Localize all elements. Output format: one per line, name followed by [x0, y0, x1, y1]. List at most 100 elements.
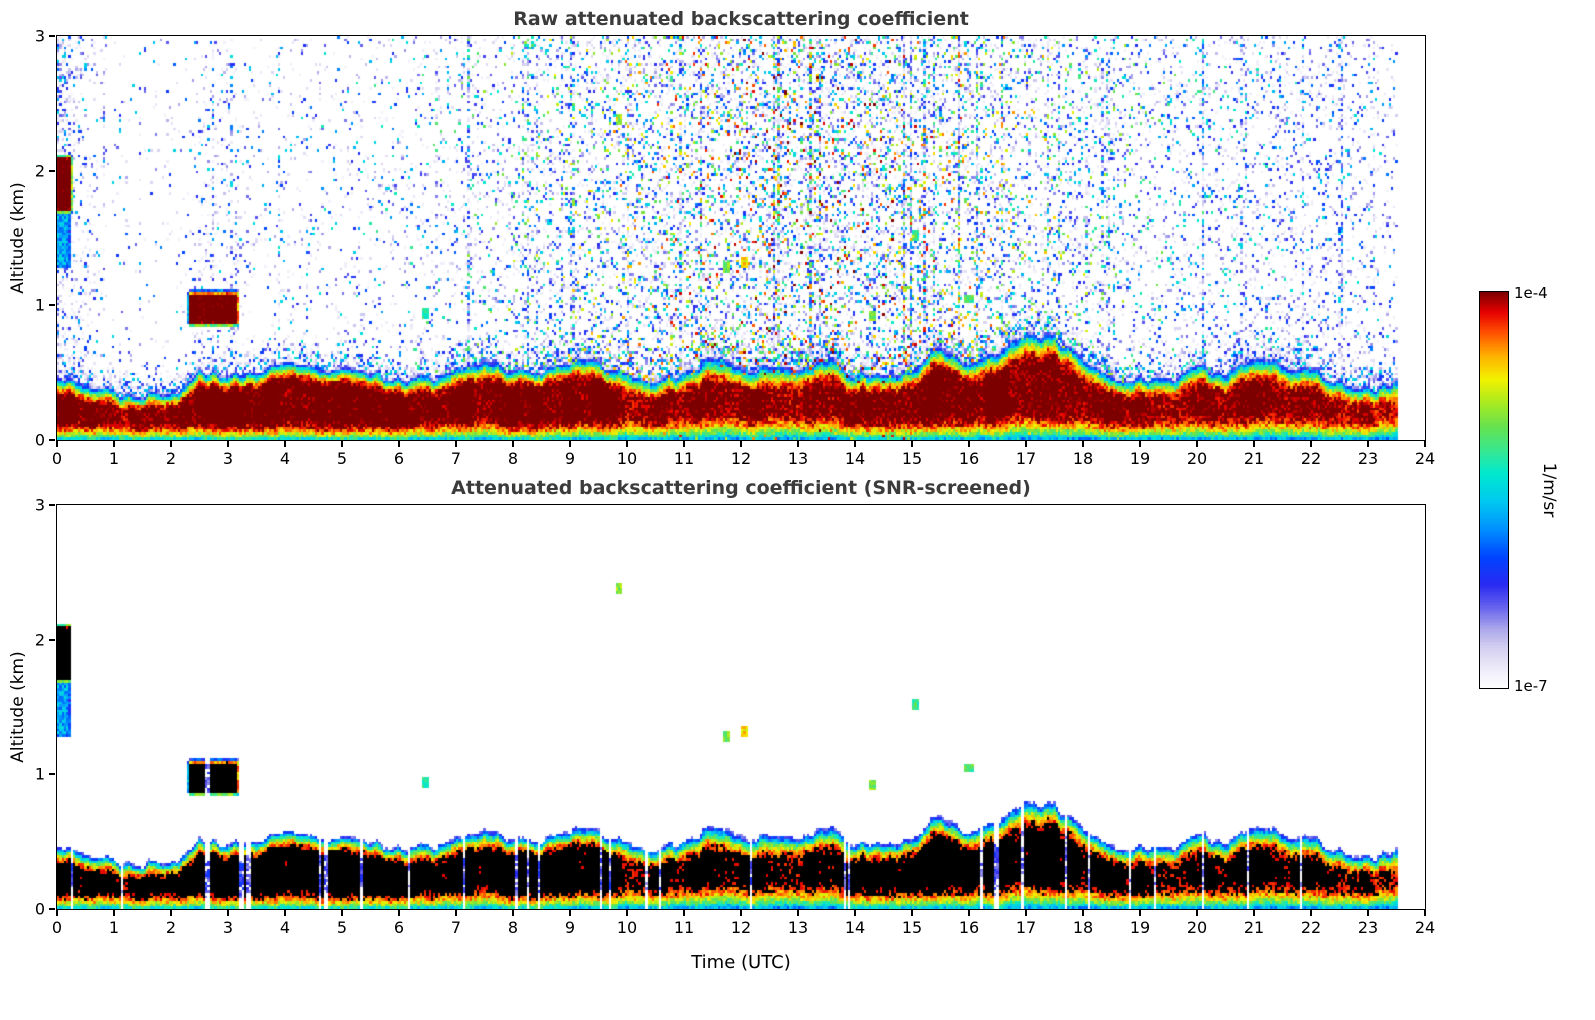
- x-tick-label: 10: [616, 918, 638, 937]
- x-tick-mark: [854, 441, 856, 447]
- y-tick-mark: [49, 773, 55, 776]
- x-tick-mark: [398, 441, 400, 447]
- time-axis-label: Time (UTC): [691, 952, 791, 973]
- x-tick-mark: [683, 441, 685, 447]
- x-tick-mark: [56, 441, 58, 447]
- x-tick-mark: [56, 910, 58, 916]
- y-tick-label: 1: [34, 764, 45, 784]
- x-tick-label: 18: [1072, 449, 1094, 468]
- x-tick-mark: [911, 910, 913, 916]
- x-tick-label: 23: [1357, 449, 1379, 468]
- x-tick-mark: [626, 441, 628, 447]
- x-tick-label: 22: [1300, 449, 1322, 468]
- x-tick-label: 1: [108, 918, 120, 937]
- x-tick-label: 7: [450, 449, 462, 468]
- y-tick-label: 2: [34, 161, 45, 181]
- x-tick-mark: [569, 910, 571, 916]
- x-tick-mark: [740, 910, 742, 916]
- x-tick-mark: [170, 910, 172, 916]
- x-tick-label: 0: [51, 449, 63, 468]
- x-tick-mark: [341, 441, 343, 447]
- x-tick-label: 7: [450, 918, 462, 937]
- y-tick-label: 0: [34, 430, 45, 450]
- y-tick-mark: [49, 908, 55, 910]
- x-tick-label: 24: [1414, 918, 1436, 937]
- screened-panel-plot-area: [56, 504, 1426, 910]
- x-tick-label: 5: [336, 449, 348, 468]
- x-tick-mark: [797, 910, 799, 916]
- x-tick-mark: [968, 441, 970, 447]
- x-tick-mark: [1139, 441, 1141, 447]
- x-tick-mark: [284, 910, 286, 916]
- x-tick-mark: [512, 910, 514, 916]
- x-tick-mark: [1367, 441, 1369, 447]
- raw-heatmap-canvas: [57, 36, 1425, 440]
- y-tick-mark: [49, 504, 55, 506]
- x-tick-label: 24: [1414, 449, 1436, 468]
- x-tick-label: 13: [787, 918, 809, 937]
- x-tick-label: 12: [730, 918, 752, 937]
- x-tick-label: 4: [279, 918, 291, 937]
- x-tick-mark: [1253, 441, 1255, 447]
- x-tick-mark: [512, 441, 514, 447]
- x-tick-label: 9: [564, 918, 576, 937]
- x-tick-label: 13: [787, 449, 809, 468]
- y-tick-label: 3: [34, 495, 45, 515]
- x-tick-mark: [1082, 910, 1084, 916]
- x-tick-mark: [1025, 441, 1027, 447]
- x-tick-mark: [797, 441, 799, 447]
- x-tick-mark: [455, 441, 457, 447]
- x-tick-mark: [1025, 910, 1027, 916]
- x-tick-mark: [398, 910, 400, 916]
- x-tick-label: 20: [1186, 449, 1208, 468]
- x-tick-mark: [740, 441, 742, 447]
- raw-panel-plot-area: [56, 35, 1426, 441]
- x-tick-mark: [1253, 910, 1255, 916]
- y-tick-mark: [49, 169, 55, 172]
- x-tick-label: 3: [222, 918, 234, 937]
- x-tick-mark: [1196, 441, 1198, 447]
- x-tick-mark: [1367, 910, 1369, 916]
- x-tick-label: 18: [1072, 918, 1094, 937]
- x-tick-label: 8: [507, 918, 519, 937]
- x-tick-label: 14: [844, 449, 866, 468]
- colorbar: [1479, 291, 1509, 689]
- x-tick-label: 10: [616, 449, 638, 468]
- y-tick-mark: [49, 638, 55, 641]
- x-tick-label: 15: [901, 918, 923, 937]
- x-tick-label: 2: [165, 449, 177, 468]
- x-tick-mark: [113, 441, 115, 447]
- screened-heatmap-canvas: [57, 505, 1425, 909]
- screened-panel-y-axis-label: Altitude (km): [8, 651, 28, 763]
- x-tick-mark: [1310, 441, 1312, 447]
- x-tick-label: 0: [51, 918, 63, 937]
- x-tick-mark: [227, 910, 229, 916]
- y-tick-label: 2: [34, 630, 45, 650]
- x-tick-mark: [341, 910, 343, 916]
- raw-panel-y-axis-label: Altitude (km): [8, 182, 28, 294]
- x-tick-mark: [1139, 910, 1141, 916]
- x-tick-mark: [968, 910, 970, 916]
- x-tick-label: 16: [958, 918, 980, 937]
- x-tick-mark: [569, 441, 571, 447]
- x-tick-mark: [1424, 441, 1426, 447]
- x-tick-label: 17: [1015, 449, 1037, 468]
- colorbar-max-label: 1e-4: [1514, 284, 1548, 302]
- x-tick-label: 11: [673, 918, 695, 937]
- x-tick-mark: [1424, 910, 1426, 916]
- x-tick-mark: [113, 910, 115, 916]
- x-tick-label: 21: [1243, 918, 1265, 937]
- x-tick-label: 11: [673, 449, 695, 468]
- y-tick-mark: [49, 439, 55, 441]
- raw-panel-title: Raw attenuated backscattering coefficien…: [513, 8, 969, 30]
- x-tick-mark: [1196, 910, 1198, 916]
- x-tick-label: 22: [1300, 918, 1322, 937]
- colorbar-canvas: [1480, 292, 1508, 688]
- y-tick-label: 0: [34, 899, 45, 919]
- x-tick-mark: [911, 441, 913, 447]
- x-tick-label: 8: [507, 449, 519, 468]
- colorbar-unit-label: 1/m/sr: [1539, 462, 1559, 518]
- y-tick-mark: [49, 304, 55, 307]
- x-tick-label: 3: [222, 449, 234, 468]
